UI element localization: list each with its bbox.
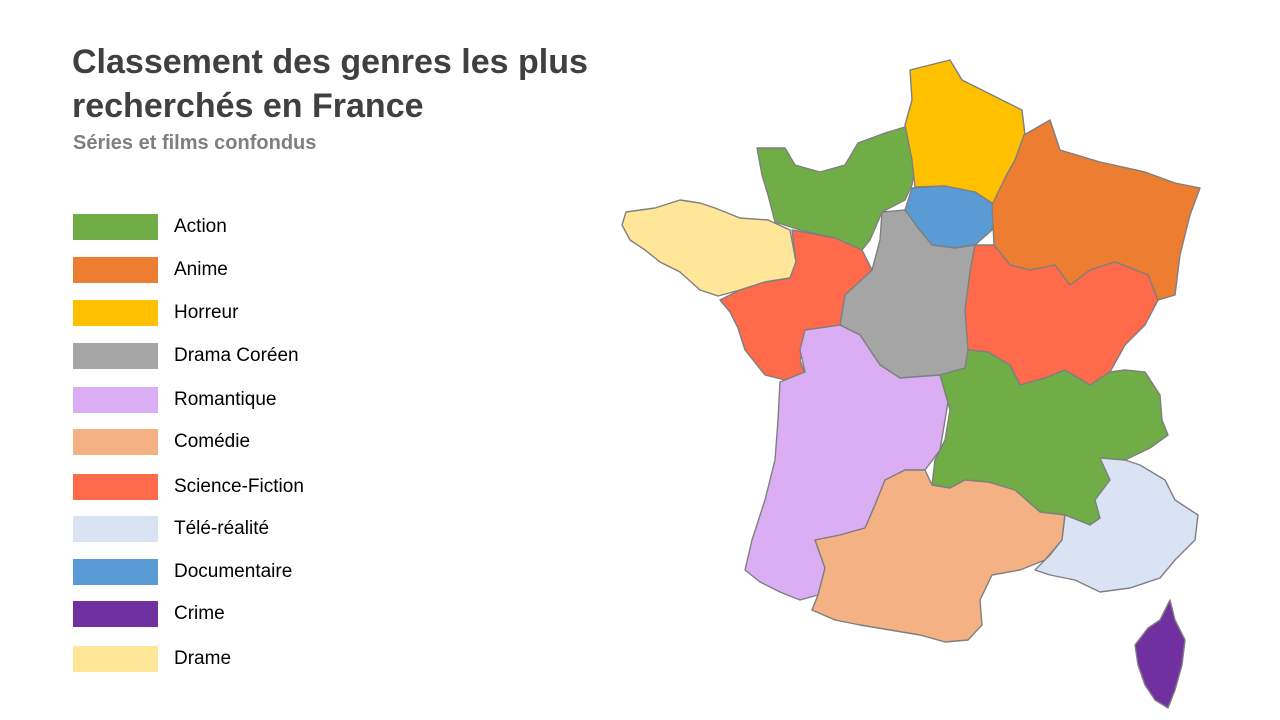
- legend-swatch: [73, 257, 158, 283]
- legend-item-action: Action: [73, 214, 227, 240]
- legend-label: Anime: [174, 259, 228, 280]
- legend-item-anime: Anime: [73, 257, 228, 283]
- page-title: Classement des genres les plus recherché…: [72, 43, 588, 125]
- legend-label: Horreur: [174, 302, 239, 323]
- legend-label: Drama Coréen: [174, 345, 299, 366]
- legend-label: Crime: [174, 603, 225, 624]
- legend-item-crime: Crime: [73, 601, 225, 627]
- legend-swatch: [73, 601, 158, 627]
- legend-swatch: [73, 559, 158, 585]
- legend-item-horreur: Horreur: [73, 300, 238, 326]
- legend-item-romantique: Romantique: [73, 387, 276, 413]
- legend-swatch: [73, 474, 158, 500]
- legend-swatch: [73, 300, 158, 326]
- legend-label: Documentaire: [174, 561, 293, 582]
- region-paca: Télé-réalité: [1034, 457, 1199, 593]
- region-corse: Crime: [1134, 599, 1186, 709]
- region-normandie: Action: [756, 126, 919, 251]
- legend-swatch: [73, 343, 158, 369]
- legend-label: Drame: [174, 648, 232, 669]
- legend-label: Action: [174, 216, 227, 237]
- legend-label: Romantique: [174, 389, 277, 410]
- legend-item-tele-realite: Télé-réalité: [73, 516, 269, 542]
- region-pays-de-la-loire: Science-Fiction: [719, 229, 873, 381]
- legend-swatch: [73, 646, 158, 672]
- legend-swatch: [73, 387, 158, 413]
- legend-item-drame: Drame: [73, 646, 231, 672]
- legend-item-science-fiction: Science-Fiction: [73, 474, 304, 500]
- legend: Action Anime Horreur Drama Coréen Romant…: [73, 0, 373, 720]
- legend-swatch: [73, 429, 158, 455]
- legend-item-drama-coreen: Drama Coréen: [73, 343, 299, 369]
- legend-label: Comédie: [174, 431, 251, 452]
- page-subtitle: Séries et films confondus: [73, 132, 317, 154]
- legend-label: Télé-réalité: [174, 518, 270, 539]
- legend-item-comedie: Comédie: [73, 429, 250, 455]
- legend-item-documentaire: Documentaire: [73, 559, 292, 585]
- legend-swatch: [73, 214, 158, 240]
- legend-swatch: [73, 516, 158, 542]
- legend-label: Science-Fiction: [174, 476, 304, 497]
- region-occitanie: Comédie: [811, 469, 1066, 643]
